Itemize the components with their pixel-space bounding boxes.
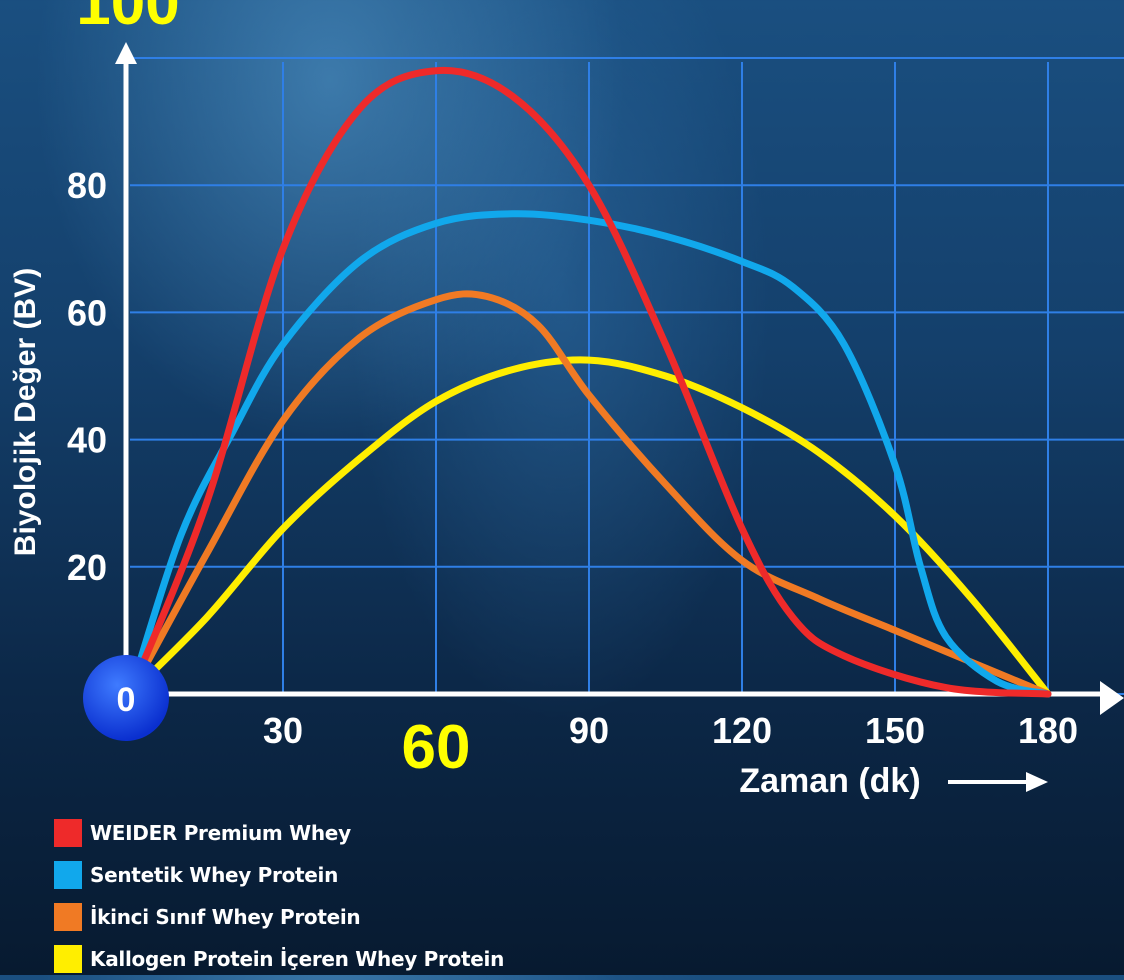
chart-tick-labels: 30 60 90 120 150 180 20 40 60 80 100	[67, 0, 1078, 782]
legend-swatch	[54, 903, 82, 931]
series-line-3	[126, 290, 1052, 698]
x-axis-label: Zaman (dk)	[739, 762, 920, 800]
chart-axis-labels: Biyolojik Değer (BV) Zaman (dk)	[9, 268, 1048, 800]
x-tick-label-90: 90	[569, 710, 609, 751]
x-tick-label-60: 60	[402, 713, 471, 782]
legend-swatch	[54, 861, 82, 889]
legend-item-3: İkinci Sınıf Whey Protein	[54, 896, 504, 938]
chart-series	[126, 66, 1052, 698]
legend-swatch	[54, 945, 82, 973]
x-axis-arrow-icon	[1100, 681, 1124, 715]
chart-axes	[115, 42, 1124, 715]
legend-label: İkinci Sınıf Whey Protein	[90, 905, 361, 929]
origin-badge: 0	[83, 655, 169, 741]
origin-label: 0	[117, 681, 136, 719]
legend-swatch	[54, 819, 82, 847]
legend-label: WEIDER Premium Whey	[90, 821, 351, 845]
legend-item-1: WEIDER Premium Whey	[54, 812, 504, 854]
x-axis-direction-arrow-icon	[948, 772, 1048, 792]
x-tick-label-120: 120	[712, 710, 772, 751]
series-line-2	[126, 210, 1052, 698]
origin-circle	[83, 655, 169, 741]
y-tick-label-20: 20	[67, 547, 107, 588]
y-axis-label: Biyolojik Değer (BV)	[9, 268, 42, 556]
legend-item-4: Kallogen Protein İçeren Whey Protein	[54, 938, 504, 980]
x-tick-label-180: 180	[1018, 710, 1078, 751]
y-axis-arrow-icon	[115, 42, 137, 64]
y-tick-label-80: 80	[67, 165, 107, 206]
chart-legend: WEIDER Premium Whey Sentetik Whey Protein…	[54, 812, 504, 980]
series-line-4	[126, 356, 1052, 698]
legend-label: Sentetik Whey Protein	[90, 863, 339, 887]
series-line-1	[126, 66, 1052, 698]
x-tick-label-150: 150	[865, 710, 925, 751]
legend-item-2: Sentetik Whey Protein	[54, 854, 504, 896]
y-tick-label-100: 100	[76, 0, 179, 38]
x-tick-label-30: 30	[263, 710, 303, 751]
legend-label: Kallogen Protein İçeren Whey Protein	[90, 947, 505, 971]
y-tick-label-60: 60	[67, 292, 107, 333]
y-tick-label-40: 40	[67, 420, 107, 461]
